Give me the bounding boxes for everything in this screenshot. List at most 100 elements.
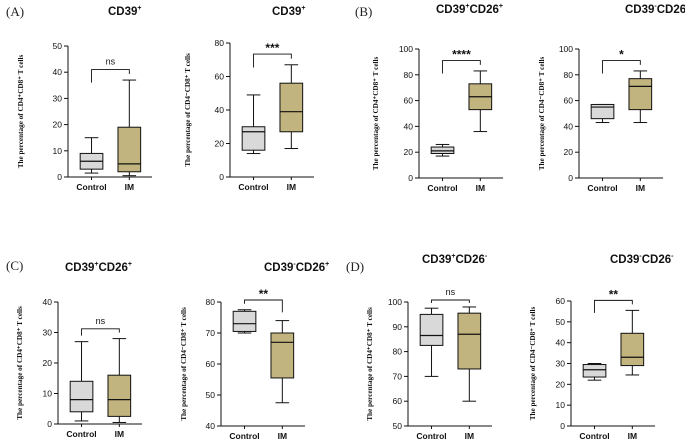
box-control — [419, 307, 444, 377]
box-im — [457, 306, 482, 402]
y-tick-label: 80 — [564, 70, 574, 80]
y-tick-label: 20 — [215, 139, 225, 149]
box-im — [628, 70, 653, 124]
chart-panel-4: CD39-CD26+ The percentage of CD4⁻CD8⁺ T c… — [538, 3, 685, 193]
y-axis-label: The percentage of CD4⁺CD8⁺ T cells — [366, 307, 374, 421]
chart-title: CD39+CD26+ — [65, 261, 132, 274]
chart-panel-8: CD39-CD26- The percentage of CD4⁻CD8⁺ T c… — [529, 253, 674, 441]
x-category-label: Control — [579, 431, 609, 441]
significance-label: ** — [609, 287, 619, 301]
panel-label: (D) — [346, 259, 364, 274]
significance-bracket — [81, 328, 120, 336]
panel-label: (C) — [6, 258, 23, 273]
y-tick-label: 30 — [43, 328, 53, 338]
y-tick-label: 30 — [53, 93, 63, 103]
box-control — [590, 103, 615, 124]
y-tick-label: 50 — [556, 317, 566, 327]
y-tick-label: 30 — [556, 359, 566, 369]
y-axis-label: The percentage of CD4⁻CD8⁺ T cells — [538, 57, 546, 171]
y-tick-label: 70 — [393, 371, 403, 381]
y-tick-label: 10 — [556, 400, 566, 410]
x-category-label: Control — [238, 182, 268, 192]
y-tick-label: 20 — [564, 147, 574, 157]
y-tick-label: 0 — [560, 421, 565, 431]
y-axis-label: The percentage of CD4⁻CD8⁺ T cells — [529, 307, 537, 421]
y-tick-label: 40 — [556, 338, 566, 348]
y-tick-label: 90 — [393, 322, 403, 332]
x-category-label: IM — [636, 183, 645, 193]
chart-title: CD39-CD26+ — [625, 3, 685, 16]
y-tick-label: 0 — [568, 173, 573, 183]
significance-bracket — [594, 299, 633, 313]
significance-bracket — [602, 60, 641, 74]
box-iqr — [457, 312, 482, 370]
x-category-label: Control — [229, 431, 259, 441]
y-tick-label: 80 — [206, 297, 216, 307]
y-tick-label: 40 — [404, 121, 414, 131]
y-tick-label: 60 — [393, 396, 403, 406]
x-category-label: Control — [416, 431, 446, 441]
y-axis-label: The percentage of CD4⁻CD8⁺ T cells — [180, 307, 188, 421]
y-tick-label: 10 — [43, 389, 53, 399]
y-tick-label: 60 — [556, 296, 566, 306]
box-iqr — [419, 313, 444, 346]
box-iqr — [117, 126, 142, 173]
significance-label: ns — [106, 57, 116, 67]
y-axis-label: The percentage of CD4⁺CD8⁺ T cells — [372, 57, 380, 171]
y-tick-label: 100 — [399, 44, 413, 54]
box-control — [232, 309, 257, 334]
significance-label: *** — [265, 41, 279, 55]
box-im — [279, 64, 304, 150]
significance-bracket — [442, 60, 481, 74]
y-tick-label: 40 — [564, 121, 574, 131]
box-control — [241, 94, 266, 155]
significance-label: ns — [446, 287, 456, 297]
panel-label: (A) — [6, 4, 24, 19]
y-tick-label: 0 — [219, 172, 224, 182]
x-category-label: Control — [76, 182, 106, 192]
box-iqr — [69, 380, 94, 413]
panel-label: (B) — [355, 4, 372, 19]
box-iqr — [590, 103, 615, 120]
box-iqr — [270, 332, 295, 379]
box-control — [430, 143, 455, 157]
box-iqr — [107, 374, 132, 417]
x-category-label: IM — [278, 431, 287, 441]
chart-panel-2: CD39+ The percentage of CD4⁻CD8⁺ T cells 0… — [184, 5, 314, 192]
x-category-label: IM — [115, 429, 124, 439]
x-category-label: Control — [587, 183, 617, 193]
box-control — [79, 137, 104, 174]
box-im — [107, 338, 132, 423]
y-tick-label: 100 — [559, 44, 573, 54]
box-im — [468, 70, 493, 133]
significance-label: ** — [259, 287, 269, 301]
box-iqr — [279, 82, 304, 133]
box-iqr — [430, 146, 455, 154]
y-tick-label: 0 — [47, 419, 52, 429]
y-tick-label: 10 — [53, 146, 63, 156]
box-im — [620, 309, 645, 376]
box-iqr — [241, 126, 266, 151]
x-category-label: Control — [66, 429, 96, 439]
y-tick-label: 80 — [393, 347, 403, 357]
significance-label: ns — [96, 316, 106, 326]
chart-panel-3: (B) CD39+CD26+ The percentage of CD4⁺CD8⁺ … — [355, 3, 503, 193]
chart-panel-6: CD39-CD26+ The percentage of CD4⁻CD8⁺ T c… — [180, 261, 329, 441]
box-iqr — [620, 332, 645, 367]
y-tick-label: 50 — [206, 390, 216, 400]
x-category-label: IM — [465, 431, 474, 441]
chart-panel-5: (C) CD39+CD26+ The percentage of CD4⁺CD8⁺ … — [6, 258, 142, 439]
y-tick-label: 40 — [53, 67, 63, 77]
significance-label: **** — [452, 48, 471, 62]
y-tick-label: 0 — [408, 173, 413, 183]
chart-title: CD39+ — [108, 5, 142, 18]
significance-label: * — [619, 48, 624, 62]
box-im — [117, 79, 142, 177]
box-iqr — [628, 78, 653, 111]
y-tick-label: 50 — [393, 421, 403, 431]
box-im — [270, 320, 295, 404]
significance-bracket — [431, 299, 470, 303]
box-iqr — [232, 310, 257, 332]
x-category-label: IM — [476, 183, 485, 193]
y-tick-label: 20 — [53, 120, 63, 130]
